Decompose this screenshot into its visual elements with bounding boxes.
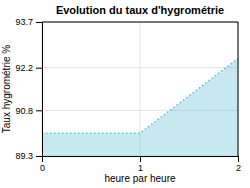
chart: 0 1 2 89.3 90.8 92.2 93.7 Evolution du taux d'h…: [0, 0, 250, 188]
tick-mark: [140, 156, 141, 162]
tick-mark: [36, 156, 42, 157]
tick-mark: [238, 156, 239, 162]
grid-line: [238, 22, 239, 156]
grid-line: [42, 22, 238, 23]
line: [42, 59, 238, 134]
axis-line: [43, 157, 239, 163]
tick: 92.2: [15, 63, 42, 73]
tick-label: 2: [236, 163, 241, 173]
x-axis-title: heure par heure: [104, 173, 176, 184]
y-axis-title: Taux hygrométrie %: [1, 45, 12, 133]
tick: 90.8: [15, 106, 42, 116]
axis-line: [36, 23, 43, 157]
tick-mark: [36, 110, 42, 111]
frame: [42, 22, 238, 23]
tick: 2: [236, 156, 241, 173]
x-axis: 0 1 2: [40, 156, 241, 173]
plot: 0 1 2 89.3 90.8 92.2 93.7: [15, 17, 241, 173]
tick: 0: [40, 156, 45, 173]
tick-mark: [36, 22, 42, 23]
tick-mark: [36, 68, 42, 69]
tick-label: 1: [138, 163, 143, 173]
tick-label: 89.3: [15, 151, 33, 161]
tick-label: 90.8: [15, 106, 33, 116]
area: [42, 59, 238, 156]
frame: [238, 22, 239, 156]
grid: [42, 22, 238, 156]
tick-label: 0: [40, 163, 45, 173]
marks: [42, 59, 238, 156]
tick: 89.3: [15, 151, 42, 161]
y-axis: 89.3 90.8 92.2 93.7: [15, 17, 42, 161]
tick: 93.7: [15, 17, 42, 27]
tick: 1: [138, 156, 143, 173]
tick-label: 92.2: [15, 63, 33, 73]
title: Evolution du taux d'hygrométrie: [56, 4, 224, 16]
tick-label: 93.7: [15, 17, 33, 27]
